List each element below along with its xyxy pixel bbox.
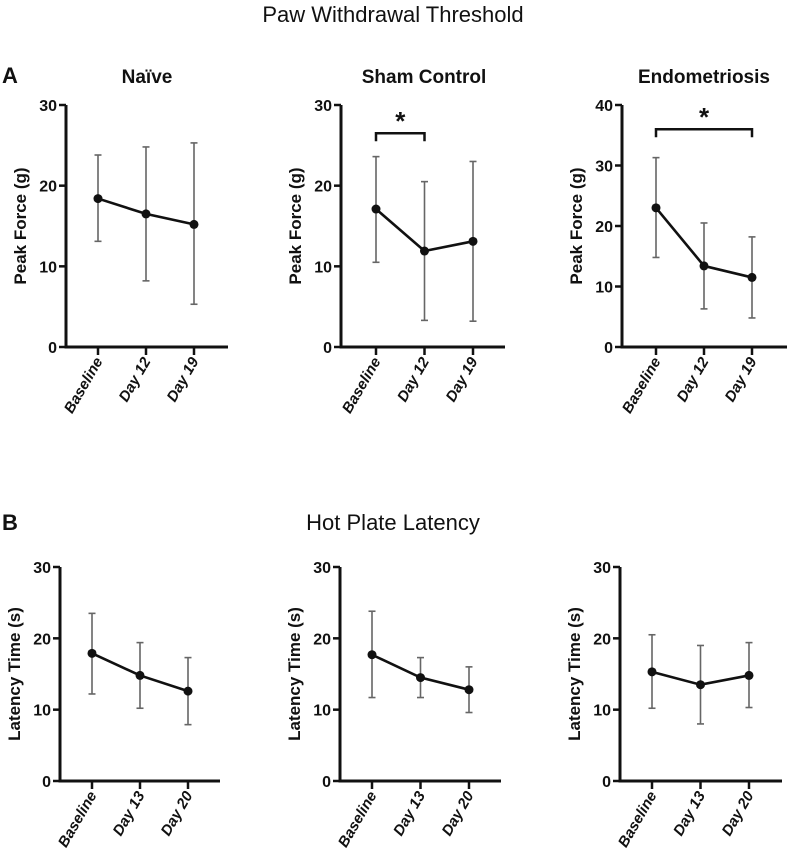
y-tick-label: 20 <box>313 631 331 648</box>
y-tick-label: 30 <box>595 159 613 176</box>
data-point <box>371 204 381 214</box>
data-point <box>468 236 478 246</box>
y-tick-label: 0 <box>42 774 51 791</box>
x-tick-label: Day 19 <box>722 354 761 405</box>
data-point <box>416 673 425 683</box>
y-tick-label: 0 <box>48 340 57 357</box>
data-point <box>367 650 377 660</box>
x-tick-label: Day 20 <box>439 788 478 839</box>
x-tick-label: Baseline <box>615 789 661 851</box>
y-tick-label: 30 <box>33 560 51 577</box>
y-tick-label: 0 <box>604 340 613 357</box>
x-tick-label: Day 12 <box>674 354 713 405</box>
x-tick-label: Day 19 <box>443 354 482 405</box>
y-tick-label: 10 <box>313 703 331 720</box>
panel-letter: B <box>2 510 18 535</box>
y-tick-label: 10 <box>33 703 51 720</box>
x-tick-label: Day 13 <box>110 788 149 839</box>
data-point <box>696 680 705 690</box>
y-tick-label: 20 <box>33 631 51 648</box>
data-point <box>744 670 754 680</box>
data-point <box>135 670 145 680</box>
y-tick-label: 20 <box>39 179 57 196</box>
data-point <box>747 272 757 282</box>
y-axis-label: Peak Force (g) <box>567 167 586 284</box>
data-point <box>189 219 199 229</box>
significance-star: * <box>699 102 710 132</box>
y-tick-label: 20 <box>595 219 613 236</box>
section-title: Hot Plate Latency <box>306 510 480 535</box>
panel-letter: A <box>2 63 18 88</box>
y-axis-label: Peak Force (g) <box>286 167 305 284</box>
y-tick-label: 20 <box>593 631 611 648</box>
y-tick-label: 10 <box>39 259 57 276</box>
data-point <box>651 203 661 213</box>
y-tick-label: 20 <box>314 179 332 196</box>
y-tick-label: 40 <box>595 98 613 115</box>
significance-bracket <box>374 131 426 142</box>
y-tick-label: 30 <box>593 560 611 577</box>
panel-title: Sham Control <box>362 67 487 88</box>
significance-bracket <box>654 127 754 138</box>
chart-panel-2: Sham Control 0 10 20 30 Peak Force (g) Baselin… <box>286 67 505 416</box>
significance-star: * <box>395 106 406 136</box>
y-tick-label: 30 <box>314 98 332 115</box>
data-point <box>183 686 193 696</box>
y-tick-label: 10 <box>593 703 611 720</box>
chart-panel-1: Paw Withdrawal Threshold A Naïve 0 10 20 30 Pea… <box>2 2 524 416</box>
x-tick-label: Day 13 <box>670 788 709 839</box>
chart-panel-5: 0 10 20 30 Latency Time (s) Baseline Day 13 Day… <box>285 560 501 850</box>
data-point <box>647 667 657 677</box>
y-tick-label: 0 <box>322 774 331 791</box>
y-tick-label: 0 <box>323 340 332 357</box>
chart-panel-3: Endometriosis 0 10 20 30 40 Peak Force (g) Base… <box>567 67 787 416</box>
x-tick-label: Day 12 <box>116 354 155 405</box>
data-point <box>699 261 709 271</box>
x-tick-label: Baseline <box>339 355 385 417</box>
x-tick-label: Baseline <box>55 789 101 851</box>
panel-title: Endometriosis <box>638 67 770 88</box>
data-point <box>141 209 151 219</box>
chart-panel-6: 0 10 20 30 Latency Time (s) Baseline Day 13 Day… <box>565 560 782 850</box>
panel-title: Naïve <box>122 67 173 88</box>
data-point <box>87 648 97 658</box>
x-tick-label: Day 20 <box>158 788 197 839</box>
data-point <box>420 246 429 256</box>
x-tick-label: Baseline <box>61 355 107 417</box>
x-tick-label: Baseline <box>335 789 381 851</box>
x-tick-label: Day 12 <box>394 354 433 405</box>
y-tick-label: 0 <box>602 774 611 791</box>
data-point <box>93 194 103 204</box>
x-tick-label: Day 13 <box>390 788 429 839</box>
y-axis-label: Latency Time (s) <box>5 607 24 741</box>
y-tick-label: 30 <box>39 98 57 115</box>
y-axis-label: Latency Time (s) <box>565 607 584 741</box>
chart-panel-4: Hot Plate Latency B 0 10 20 30 Latency Time (s… <box>2 510 480 850</box>
x-tick-label: Baseline <box>619 355 665 417</box>
y-axis-label: Latency Time (s) <box>285 607 304 741</box>
x-tick-label: Day 20 <box>719 788 758 839</box>
y-tick-label: 10 <box>595 280 613 297</box>
y-axis-label: Peak Force (g) <box>11 167 30 284</box>
x-tick-label: Day 19 <box>164 354 203 405</box>
y-tick-label: 10 <box>314 259 332 276</box>
data-point <box>464 685 474 695</box>
y-tick-label: 30 <box>313 560 331 577</box>
section-title: Paw Withdrawal Threshold <box>262 2 523 27</box>
